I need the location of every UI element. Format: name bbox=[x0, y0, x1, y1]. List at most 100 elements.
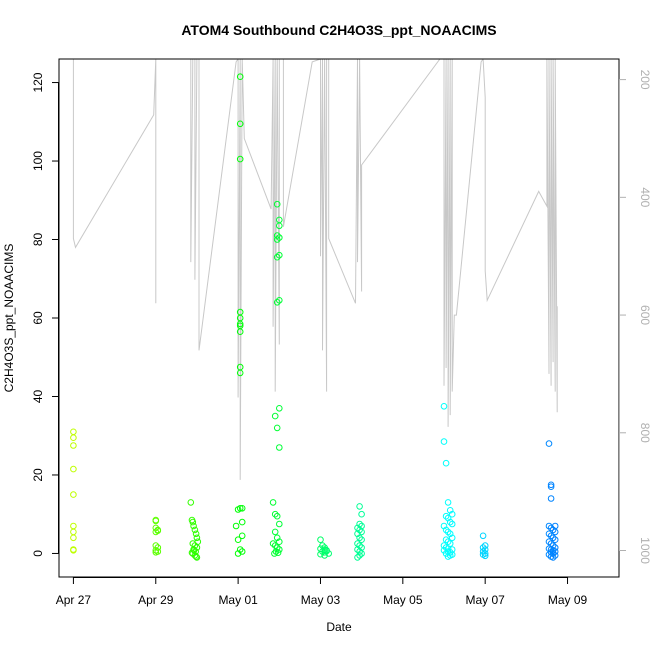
data-point bbox=[547, 524, 555, 532]
data-point bbox=[479, 544, 487, 551]
data-point bbox=[545, 538, 553, 546]
y2-tick-label: 600 bbox=[638, 305, 650, 325]
data-point bbox=[276, 234, 283, 241]
y-axis: 0 20 40 60 80 100 120 bbox=[31, 72, 59, 557]
data-point bbox=[549, 542, 557, 549]
data-point bbox=[321, 552, 328, 559]
y2-tick-label: 800 bbox=[638, 423, 650, 443]
data-point bbox=[273, 299, 281, 306]
data-point bbox=[193, 554, 201, 561]
data-point bbox=[70, 534, 77, 542]
data-point bbox=[238, 505, 246, 512]
altitude-trace bbox=[72, 59, 558, 480]
data-point bbox=[234, 536, 242, 544]
y2-tick-label: 200 bbox=[638, 70, 650, 90]
data-point bbox=[276, 405, 283, 412]
data-point bbox=[152, 542, 160, 549]
data-point bbox=[442, 536, 450, 544]
data-point bbox=[273, 512, 281, 520]
data-point bbox=[356, 534, 363, 542]
data-point bbox=[189, 518, 197, 526]
data-point bbox=[273, 253, 281, 261]
data-point bbox=[70, 434, 77, 442]
data-point bbox=[271, 510, 279, 518]
data-point bbox=[448, 520, 456, 528]
data-point bbox=[549, 554, 557, 561]
data-point bbox=[448, 534, 456, 542]
data-point bbox=[152, 517, 160, 525]
data-point bbox=[70, 465, 77, 473]
data-point bbox=[545, 522, 553, 530]
data-point bbox=[356, 552, 363, 559]
data-point bbox=[354, 546, 361, 553]
data-point bbox=[236, 120, 244, 128]
data-point bbox=[276, 222, 283, 230]
x-tick-label: May 09 bbox=[548, 593, 588, 607]
data-point bbox=[276, 546, 283, 553]
y2-tick-label: 400 bbox=[638, 187, 650, 207]
data-point bbox=[551, 536, 559, 544]
data-point bbox=[236, 73, 244, 80]
data-point bbox=[356, 503, 363, 510]
data-point bbox=[276, 251, 283, 259]
data-point bbox=[234, 506, 242, 513]
data-point bbox=[444, 553, 452, 560]
data-point bbox=[444, 528, 452, 536]
data-point bbox=[442, 512, 450, 520]
data-point bbox=[276, 444, 283, 451]
plot-frame bbox=[58, 58, 620, 578]
data-point bbox=[269, 540, 277, 547]
data-point bbox=[273, 534, 281, 542]
x-tick-label: May 01 bbox=[218, 593, 258, 607]
y-tick-label: 40 bbox=[31, 389, 45, 403]
y-tick-label: 80 bbox=[31, 233, 45, 247]
data-point bbox=[276, 297, 283, 304]
data-point bbox=[271, 412, 279, 420]
data-point bbox=[191, 526, 199, 534]
data-point bbox=[193, 534, 201, 542]
data-point bbox=[236, 155, 244, 163]
data-point bbox=[154, 527, 162, 535]
data-point bbox=[547, 495, 555, 502]
x-axis-label: Date bbox=[326, 620, 352, 634]
data-point bbox=[545, 530, 553, 538]
data-point bbox=[547, 481, 555, 489]
data-point bbox=[448, 510, 456, 518]
data-point bbox=[358, 528, 365, 536]
data-point bbox=[70, 491, 77, 498]
data-point bbox=[356, 526, 363, 534]
data-point bbox=[271, 550, 278, 557]
data-point bbox=[70, 428, 77, 436]
data-point bbox=[358, 550, 365, 557]
data-point bbox=[481, 552, 489, 560]
data-point bbox=[479, 532, 487, 540]
data-point bbox=[236, 328, 244, 336]
data-point bbox=[551, 522, 559, 530]
y-tick-label: 120 bbox=[31, 72, 45, 92]
data-point bbox=[317, 550, 324, 558]
data-point bbox=[358, 510, 365, 518]
data-point bbox=[273, 200, 281, 208]
data-point bbox=[232, 522, 240, 530]
x-tick-label: Apr 29 bbox=[138, 593, 174, 607]
data-point bbox=[271, 528, 279, 536]
data-point bbox=[276, 520, 283, 528]
data-point bbox=[192, 553, 200, 560]
data-point bbox=[442, 459, 450, 467]
data-point bbox=[190, 547, 198, 554]
data-point bbox=[446, 507, 454, 514]
y-tick-label: 60 bbox=[31, 311, 45, 325]
data-point bbox=[234, 550, 242, 557]
data-point bbox=[238, 548, 246, 555]
data-point bbox=[70, 547, 77, 554]
data-point bbox=[190, 522, 197, 530]
data-point bbox=[440, 403, 448, 410]
x-tick-label: Apr 27 bbox=[56, 593, 92, 607]
data-point bbox=[152, 549, 160, 556]
data-point bbox=[444, 499, 452, 506]
y-axis-label: C2H4O3S_ppt_NOAACIMS bbox=[2, 244, 16, 393]
data-point bbox=[358, 536, 365, 544]
data-point bbox=[444, 538, 452, 546]
x-axis: Apr 27 Apr 29 May 01 May 03 May 05 May 07 May … bbox=[56, 577, 588, 607]
